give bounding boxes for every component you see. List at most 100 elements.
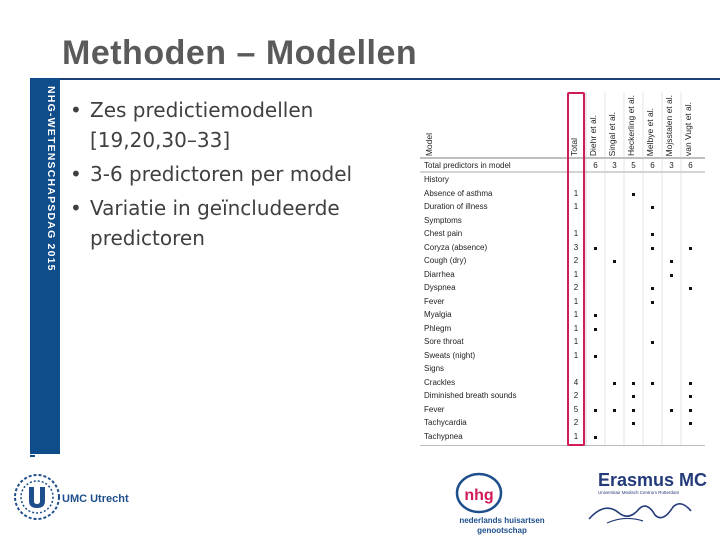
total-cell: 2 xyxy=(573,418,579,427)
bullet-item: Variatie in geïncludeerde predictoren xyxy=(70,193,410,253)
total-cell: 1 xyxy=(573,229,579,238)
predictor-label: Phlegm xyxy=(424,323,452,333)
predictor-label: Tachypnea xyxy=(424,431,463,441)
erasmus-mc-subtitle: Universitair Medisch Centrum Rotterdam xyxy=(598,490,680,495)
header-model-3: Heckerling et al. xyxy=(626,95,636,156)
header-model-5: Mojsstalen et al. xyxy=(664,94,674,156)
predictor-label: Fever xyxy=(424,296,445,306)
predictor-label: Sore throat xyxy=(424,337,464,346)
total-cell: 1 xyxy=(573,202,579,211)
bullet-item: Zes predictiemodellen [19,20,30–33] xyxy=(70,95,410,155)
predictor-label: Dyspnea xyxy=(424,283,456,292)
total-cell: 1 xyxy=(573,337,579,346)
header-model-2: Singal et al. xyxy=(607,111,617,156)
total-cell: 2 xyxy=(573,391,579,400)
nhg-label: nederlands huisartsen genootschap xyxy=(459,516,545,535)
predictor-label: Cough (dry) xyxy=(424,256,467,265)
total-predictors-label: Total predictors in model xyxy=(424,161,511,170)
predictor-mark xyxy=(632,422,635,425)
model-count: 3 xyxy=(669,161,674,170)
sidebar-label: NHG-WETENSCHAPSDAG 2015 xyxy=(45,86,57,272)
bottom-divider xyxy=(30,455,35,457)
predictor-mark xyxy=(651,381,654,385)
predictor-mark xyxy=(651,233,654,236)
total-cell: 1 xyxy=(573,310,579,319)
predictor-mark xyxy=(670,408,673,412)
predictor-mark xyxy=(632,408,635,412)
predictor-mark xyxy=(632,192,635,196)
header-model-1: Diehr et al. xyxy=(588,114,598,156)
predictor-mark xyxy=(613,260,616,263)
predictor-mark xyxy=(651,300,654,304)
section-label: Signs xyxy=(424,364,445,373)
section-label: Symptoms xyxy=(424,215,462,225)
predictor-mark xyxy=(632,381,635,385)
bullet-list: Zes predictiemodellen [19,20,30–33] 3-6 … xyxy=(70,95,410,257)
nhg-mark: nhg xyxy=(464,487,493,504)
total-column-highlight xyxy=(567,92,585,446)
header-model-4: Melbye et al. xyxy=(645,107,655,156)
erasmus-mc-label: Erasmus MC xyxy=(598,470,708,490)
predictor-mark xyxy=(689,381,692,385)
predictor-mark xyxy=(689,408,692,412)
predictor-table: Model Total Diehr et al. Singal et al. H… xyxy=(420,88,705,446)
predictor-label: Duration of illness xyxy=(424,202,488,211)
total-cell: 1 xyxy=(573,188,579,198)
total-cell: 1 xyxy=(573,323,579,333)
total-cell: 3 xyxy=(573,242,579,252)
nhg-logo-icon: nhg xyxy=(455,472,503,514)
model-count: 6 xyxy=(688,161,693,170)
umc-utrecht-logo-icon xyxy=(14,474,60,520)
predictor-mark xyxy=(594,408,597,412)
model-count: 6 xyxy=(650,161,655,170)
predictor-label: Chest pain xyxy=(424,229,463,238)
header-model-6: van Vugt et al. xyxy=(683,101,693,156)
predictor-mark xyxy=(594,246,597,250)
predictor-label: Diarrhea xyxy=(424,269,455,279)
predictor-label: Absence of asthma xyxy=(424,188,493,198)
total-cell: 1 xyxy=(573,296,579,306)
predictor-label: Diminished breath sounds xyxy=(424,391,517,400)
slide-title: Methoden – Modellen xyxy=(62,34,418,72)
predictor-mark xyxy=(651,287,654,290)
predictor-mark xyxy=(651,341,654,344)
total-cell: 2 xyxy=(573,256,579,265)
predictor-mark xyxy=(594,327,597,331)
predictor-mark xyxy=(613,408,616,412)
predictor-mark xyxy=(594,435,597,439)
predictor-mark xyxy=(632,395,635,398)
erasmus-signature-icon xyxy=(588,503,692,524)
total-cell: 1 xyxy=(573,269,579,279)
predictor-label: Tachycardia xyxy=(424,418,467,427)
predictor-label: Crackles xyxy=(424,377,456,387)
predictor-mark xyxy=(594,314,597,317)
total-cell: 5 xyxy=(573,404,579,414)
predictor-label: Sweats (night) xyxy=(424,350,476,360)
predictor-mark xyxy=(689,246,692,250)
model-count: 5 xyxy=(631,161,636,170)
total-cell: 2 xyxy=(573,283,579,292)
bullet-item: 3-6 predictoren per model xyxy=(70,159,410,189)
predictor-label: Coryza (absence) xyxy=(424,242,488,252)
predictor-mark xyxy=(670,273,673,277)
predictor-label: Myalgia xyxy=(424,310,452,319)
predictor-mark xyxy=(689,422,692,425)
umc-utrecht-label: UMC Utrecht xyxy=(62,493,129,505)
section-label: History xyxy=(424,175,449,184)
model-count: 6 xyxy=(593,161,598,170)
sidebar-band xyxy=(30,78,60,454)
predictor-mark xyxy=(689,287,692,290)
predictor-label: Fever xyxy=(424,404,445,414)
predictor-mark xyxy=(670,260,673,263)
predictor-mark xyxy=(594,354,597,358)
predictor-mark xyxy=(613,381,616,385)
total-cell: 4 xyxy=(573,377,579,387)
model-count: 3 xyxy=(612,161,617,170)
predictor-mark xyxy=(651,206,654,209)
total-cell: 1 xyxy=(573,350,579,360)
total-cell: 1 xyxy=(573,431,579,441)
table-grid xyxy=(420,92,705,446)
header-model: Model xyxy=(424,132,434,156)
predictor-mark xyxy=(651,246,654,250)
title-divider xyxy=(30,78,720,80)
